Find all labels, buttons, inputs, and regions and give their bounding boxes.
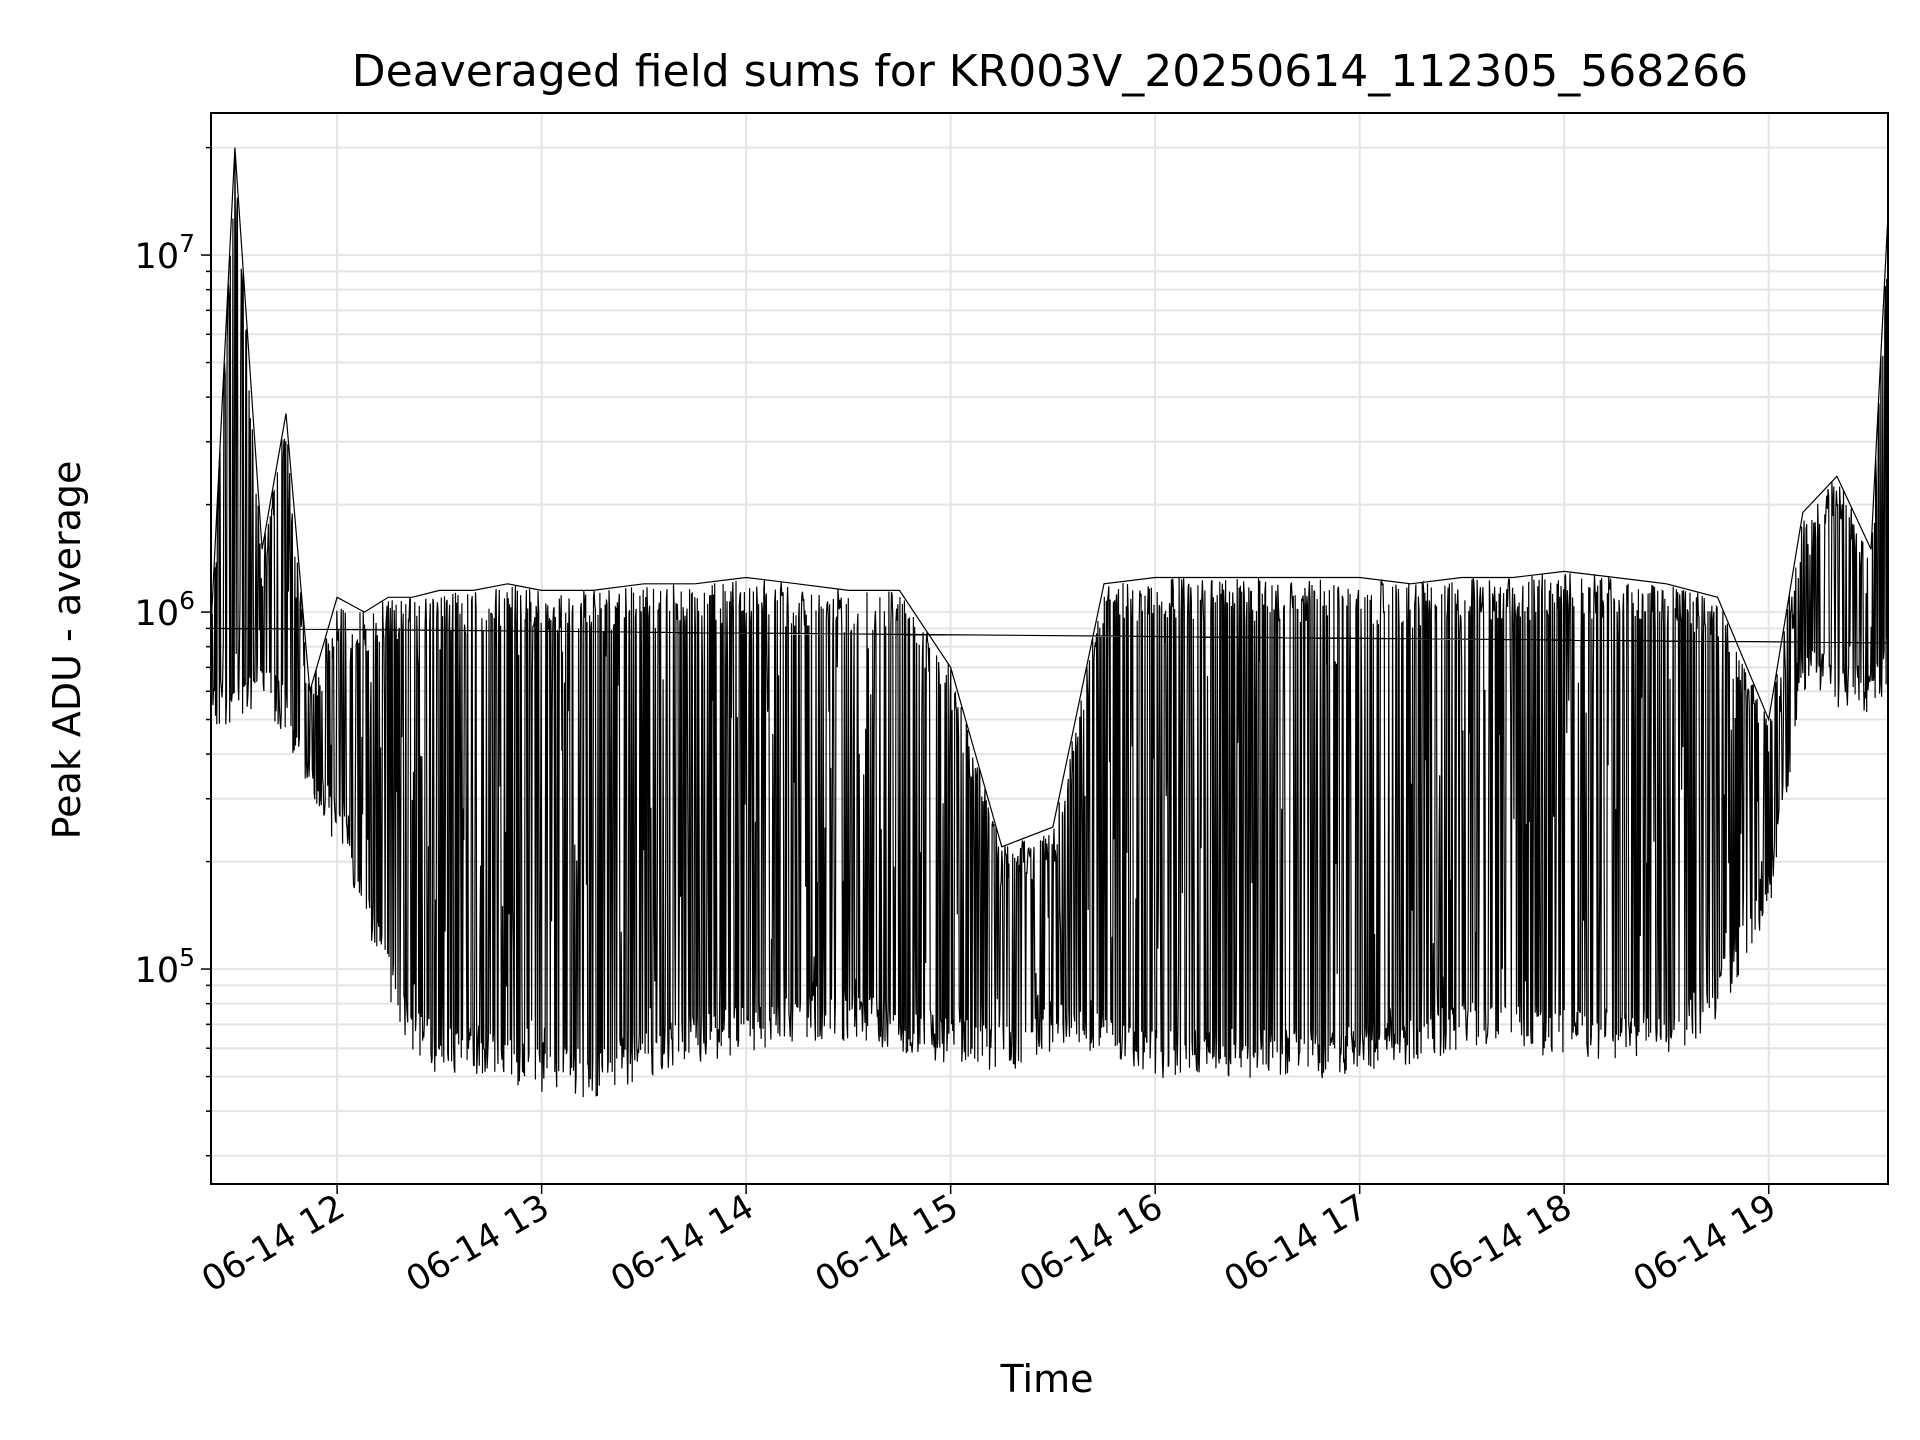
plot-frame: [210, 112, 1889, 1185]
chart-title: Deaveraged field sums for KR003V_2025061…: [352, 46, 1748, 97]
y-tick-label: 106: [135, 586, 195, 634]
series-group: [210, 147, 1889, 1098]
x-axis-label: Time: [1000, 1357, 1094, 1401]
y-axis-label: Peak ADU - average: [45, 461, 89, 840]
series-line: [210, 147, 1889, 1098]
y-ticks: 105 106 107: [135, 146, 211, 1157]
y-tick-label: 105: [135, 943, 195, 991]
y-tick-label: 107: [135, 229, 195, 277]
